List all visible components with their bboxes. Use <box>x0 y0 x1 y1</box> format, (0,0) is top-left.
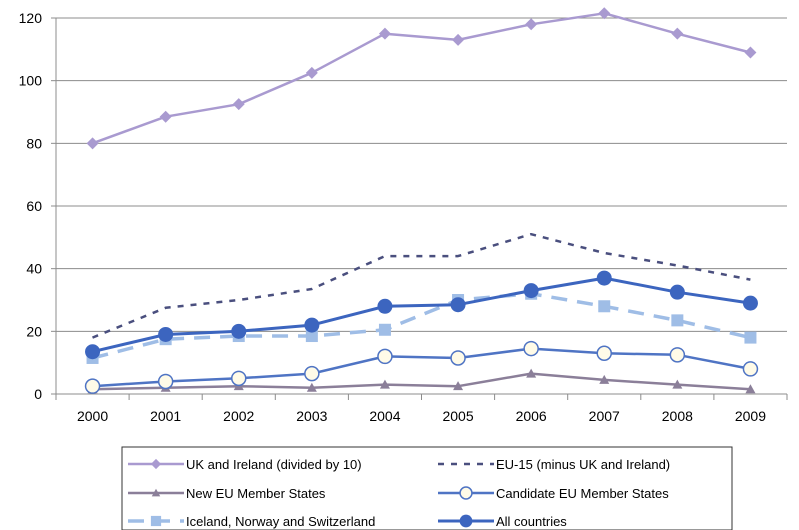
data-point <box>599 374 610 384</box>
y-tick-label: 120 <box>19 10 43 26</box>
data-point <box>306 382 317 392</box>
data-point <box>304 365 320 382</box>
data-point <box>86 137 99 150</box>
legend-item-1: EU-15 (minus UK and Ireland) <box>438 457 670 472</box>
x-tick-label: 2009 <box>735 408 766 424</box>
x-tick-label: 2002 <box>223 408 254 424</box>
legend-label: Iceland, Norway and Switzerland <box>186 514 375 529</box>
data-point <box>671 314 684 327</box>
legend-box <box>121 446 733 530</box>
legend-swatch-marker <box>459 514 473 528</box>
data-point <box>84 378 101 394</box>
data-point <box>450 350 466 366</box>
legend-swatch-marker <box>150 515 162 527</box>
data-point <box>742 361 759 377</box>
data-point <box>377 298 393 314</box>
data-point <box>378 27 391 40</box>
series-0 <box>86 7 757 150</box>
data-point <box>453 381 464 391</box>
legend-item-4: Iceland, Norway and Switzerland <box>128 514 375 529</box>
legend-item-0: UK and Ireland (divided by 10) <box>128 457 362 472</box>
y-tick-label: 100 <box>19 73 43 89</box>
x-tick-label: 2007 <box>589 408 620 424</box>
y-tick-label: 0 <box>34 386 42 402</box>
data-point <box>669 347 686 363</box>
data-point <box>377 348 393 365</box>
data-point <box>525 18 538 31</box>
x-tick-label: 2003 <box>296 408 327 424</box>
legend-item-2: New EU Member States <box>128 486 326 501</box>
series-3 <box>84 340 759 394</box>
data-point <box>669 284 685 300</box>
x-tick-label: 2001 <box>150 408 181 424</box>
legend-item-5: All countries <box>438 514 567 529</box>
data-point <box>305 66 318 79</box>
data-point <box>598 300 611 313</box>
series-1 <box>92 232 751 339</box>
series-line <box>92 291 751 360</box>
legend-label: EU-15 (minus UK and Ireland) <box>496 457 670 472</box>
legend-swatch-marker <box>151 488 161 497</box>
legend-label: New EU Member States <box>186 486 326 501</box>
legend-item-3: Candidate EU Member States <box>438 486 669 501</box>
data-point <box>672 379 683 389</box>
legend-label: UK and Ireland (divided by 10) <box>186 457 362 472</box>
plot-area <box>84 7 759 394</box>
data-point <box>157 373 174 390</box>
data-point <box>744 46 757 59</box>
data-point <box>596 270 612 286</box>
series-line <box>92 232 751 339</box>
x-axis-tick-labels: 2000 2001 2002 2003 2004 2005 2006 2007 2008 2009 <box>77 408 766 424</box>
data-point <box>596 345 612 362</box>
data-point <box>231 370 247 387</box>
data-point <box>378 323 391 336</box>
data-point <box>304 317 320 333</box>
x-tick-label: 2006 <box>516 408 547 424</box>
data-point <box>159 110 172 123</box>
x-tick-label: 2004 <box>369 408 400 424</box>
y-tick-label: 40 <box>26 261 42 277</box>
data-point <box>231 323 247 339</box>
data-point <box>452 33 465 46</box>
data-point <box>450 297 466 313</box>
data-point <box>742 295 758 311</box>
series-4 <box>86 287 757 364</box>
x-tick-label: 2008 <box>662 408 693 424</box>
data-point <box>523 340 539 357</box>
series-line <box>92 276 751 354</box>
legend-swatch-marker <box>459 486 473 500</box>
gridlines <box>56 17 787 332</box>
x-tick-label: 2005 <box>442 408 473 424</box>
y-axis-tick-labels: 0 20 40 60 80 100 120 <box>19 10 43 402</box>
data-point <box>671 27 684 40</box>
legend-label: All countries <box>496 514 567 529</box>
x-axis-ticks <box>55 394 788 400</box>
data-point <box>305 330 318 343</box>
data-point <box>85 344 101 360</box>
y-tick-label: 60 <box>26 198 42 214</box>
legend-label: Candidate EU Member States <box>496 486 669 501</box>
legend: UK and Ireland (divided by 10) EU-15 (min… <box>121 446 733 530</box>
y-tick-label: 80 <box>26 135 42 151</box>
data-point <box>379 379 390 389</box>
data-point <box>526 368 537 378</box>
series-line <box>92 347 751 388</box>
data-point <box>158 326 174 342</box>
data-point <box>745 384 756 394</box>
legend-swatch-marker <box>150 458 162 470</box>
y-tick-label: 20 <box>26 323 42 339</box>
data-point <box>744 331 757 344</box>
data-point <box>598 7 611 20</box>
data-point <box>523 283 539 299</box>
series-line <box>92 12 751 145</box>
series-line <box>92 372 751 391</box>
x-tick-label: 2000 <box>77 408 108 424</box>
data-point <box>232 98 245 111</box>
series-5 <box>85 270 758 360</box>
